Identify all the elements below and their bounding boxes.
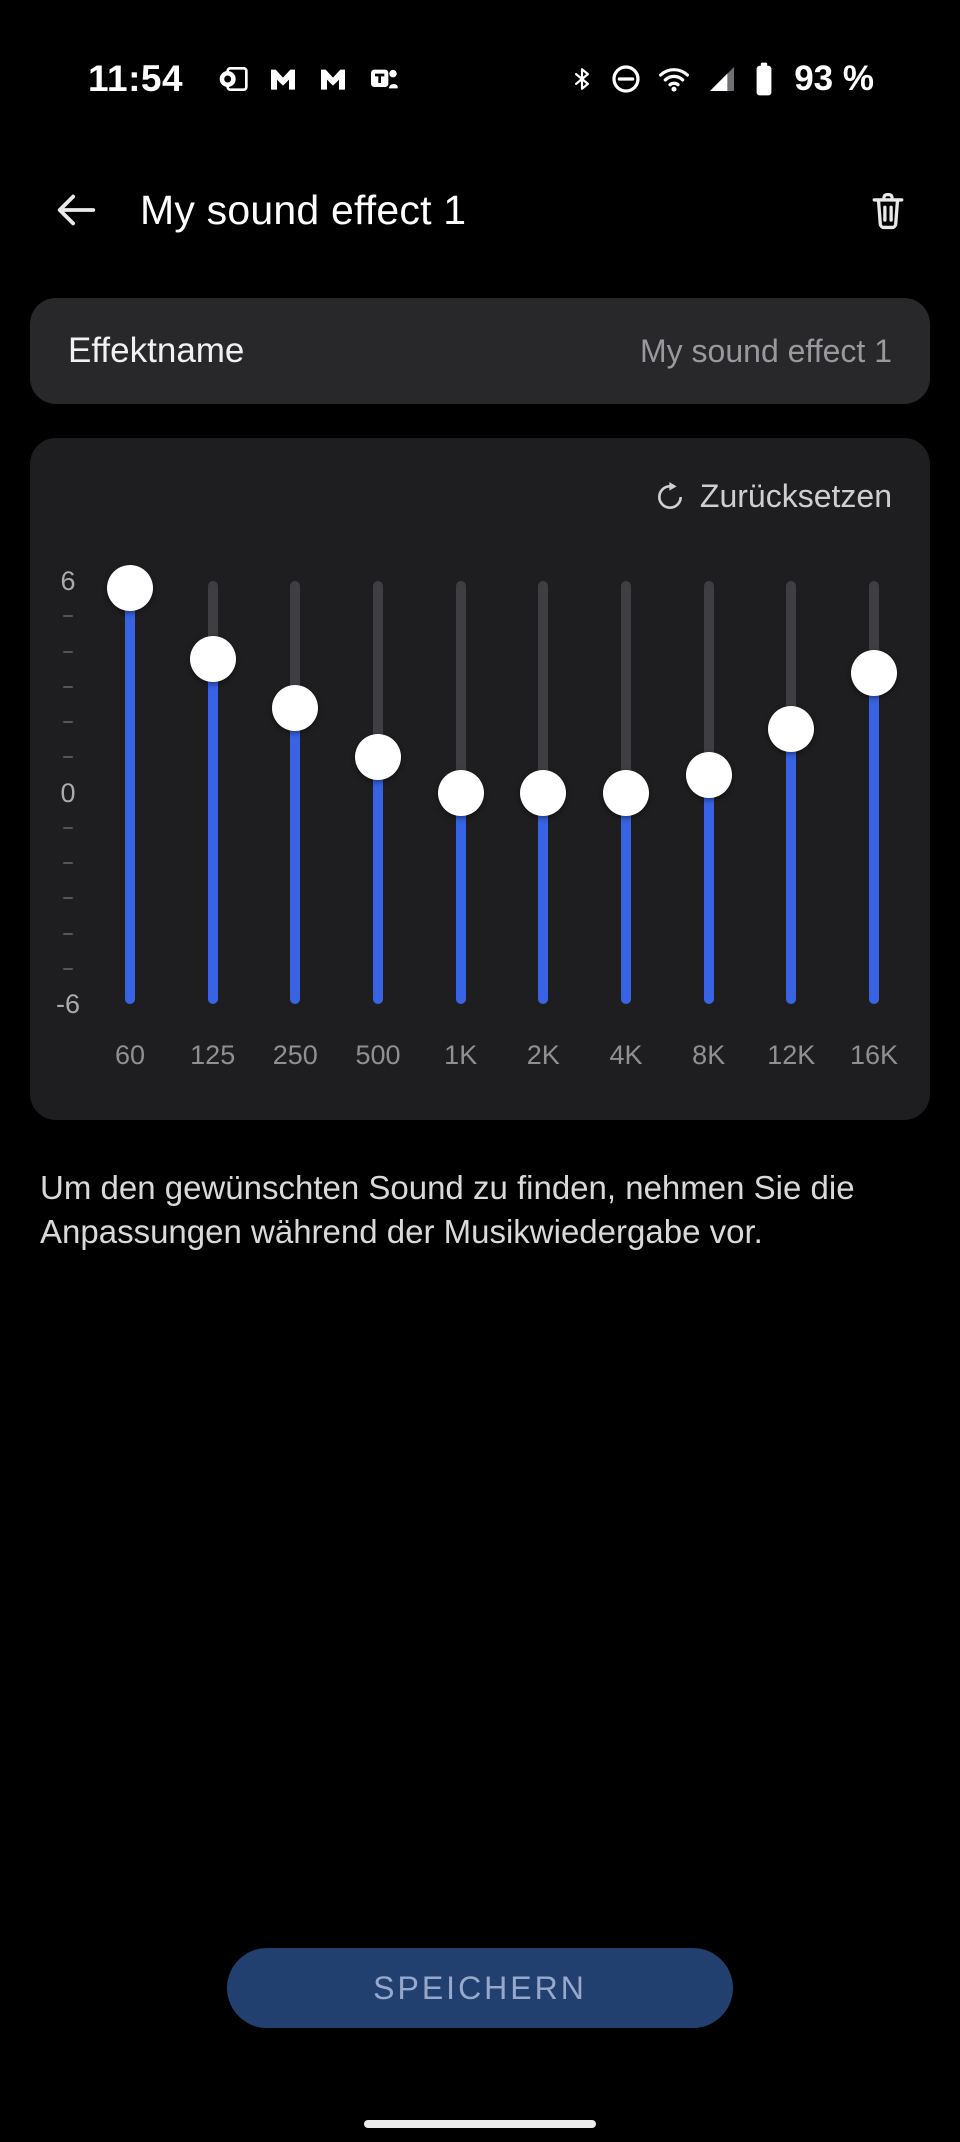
back-button[interactable] — [52, 186, 100, 234]
eq-freq-label: 125 — [190, 1040, 236, 1070]
eq-slider-fill — [373, 757, 383, 1004]
wifi-icon — [657, 63, 691, 95]
eq-freq-label: 12K — [767, 1040, 816, 1070]
eq-freq-label: 1K — [444, 1040, 478, 1070]
eq-slider-thumb[interactable] — [768, 706, 815, 753]
eq-slider-fill — [621, 792, 631, 1004]
eq-slider-thumb[interactable] — [685, 751, 732, 798]
delete-button[interactable] — [862, 184, 914, 236]
do-not-disturb-icon — [610, 63, 642, 95]
eq-axis-tick — [63, 932, 73, 935]
system-icons: 93 % — [569, 59, 874, 99]
eq-axis-tick — [63, 897, 73, 900]
page-title: My sound effect 1 — [140, 186, 467, 233]
eq-slider-fill — [290, 707, 301, 1004]
eq-slider-thumb[interactable] — [272, 684, 319, 731]
eq-slider-fill — [207, 658, 218, 1004]
eq-slider-thumb[interactable] — [107, 565, 153, 612]
eq-freq-label: 8K — [692, 1040, 726, 1070]
status-time: 11:54 — [88, 58, 184, 99]
teams-icon — [367, 63, 399, 95]
eq-freq-label: 4K — [609, 1040, 643, 1070]
eq-axis-tick — [63, 967, 73, 970]
battery-percentage: 93 % — [794, 59, 874, 98]
home-indicator[interactable] — [364, 2120, 596, 2128]
eq-freq-label: 16K — [849, 1040, 899, 1070]
trash-icon — [866, 188, 910, 232]
eq-freq-label: 500 — [355, 1040, 401, 1070]
gmail-icon — [317, 63, 349, 95]
effect-name-field[interactable]: Effektname My sound effect 1 — [30, 298, 930, 404]
eq-slider-thumb[interactable] — [355, 734, 401, 781]
eq-slider-fill — [538, 792, 549, 1004]
eq-slider-fill — [125, 588, 135, 1004]
eq-slider-fill — [703, 774, 714, 1004]
eq-freq-label: 250 — [272, 1040, 318, 1070]
eq-axis-tick — [63, 650, 73, 653]
eq-freq-label: 2K — [526, 1040, 560, 1070]
eq-axis-tick — [63, 756, 73, 759]
eq-axis-label: -6 — [55, 989, 80, 1019]
eq-slider-thumb[interactable] — [437, 769, 484, 816]
signal-icon — [706, 63, 738, 95]
eq-slider-thumb[interactable] — [851, 649, 897, 696]
eq-slider-fill — [869, 672, 879, 1004]
description-text: Um den gewünschten Sound zu finden, nehm… — [40, 1169, 855, 1250]
eq-slider-thumb[interactable] — [520, 769, 567, 816]
status-bar: 11:54 — [0, 0, 960, 110]
bluetooth-icon — [569, 63, 595, 95]
reset-icon — [654, 481, 686, 513]
notification-icons — [217, 63, 399, 95]
eq-axis-tick — [63, 685, 73, 688]
outlook-icon — [217, 63, 249, 95]
gmail-icon — [267, 63, 299, 95]
eq-slider-thumb[interactable] — [603, 769, 649, 816]
eq-axis-tick — [63, 721, 73, 723]
reset-label: Zurücksetzen — [699, 478, 892, 514]
app-header: My sound effect 1 — [0, 170, 960, 250]
eq-area: 6 0 -6 60 125 250 500 1K 2K 4K 8K 12K 16K — [30, 438, 930, 1120]
eq-axis-tick — [63, 862, 73, 864]
eq-axis-tick — [63, 826, 73, 829]
save-button[interactable]: SPEICHERN — [227, 1948, 733, 2028]
eq-slider-fill — [455, 792, 466, 1004]
eq-axis-label: 0 — [60, 777, 76, 808]
eq-axis-label: 6 — [60, 566, 76, 596]
eq-axis-tick — [63, 615, 73, 618]
effect-name-label: Effektname — [68, 331, 245, 370]
equalizer-card: Zurücksetzen 6 0 -6 60 125 250 500 1K 2K 4K 8K 12K 1… — [30, 438, 930, 1120]
effect-name-value: My sound effect 1 — [640, 332, 892, 369]
eq-slider-fill — [786, 729, 797, 1004]
back-arrow-icon — [53, 187, 99, 233]
eq-slider-thumb[interactable] — [189, 635, 236, 682]
battery-icon — [753, 61, 775, 97]
reset-button[interactable]: Zurücksetzen — [654, 478, 892, 515]
eq-freq-label: 60 — [114, 1040, 146, 1070]
